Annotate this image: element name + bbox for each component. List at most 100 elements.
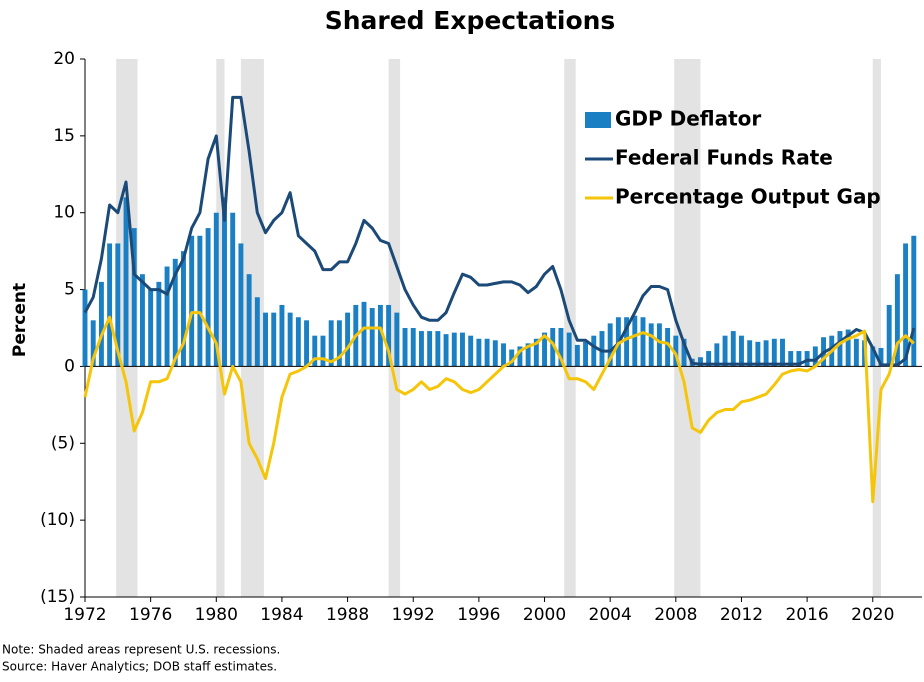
- bar: [131, 228, 137, 367]
- x-tick-label: 1984: [260, 605, 303, 625]
- x-tick-label: 2008: [654, 605, 697, 625]
- chart-title: Shared Expectations: [325, 6, 616, 35]
- bar: [361, 301, 367, 367]
- recession-band: [872, 59, 881, 597]
- bar: [739, 335, 744, 367]
- bar: [435, 331, 441, 367]
- bar: [648, 323, 654, 367]
- bar: [853, 338, 859, 367]
- bar: [460, 332, 465, 367]
- bar: [771, 338, 777, 367]
- bar: [90, 320, 96, 367]
- bar: [345, 312, 351, 367]
- bar: [386, 304, 392, 367]
- x-tick-label: 1996: [457, 605, 500, 625]
- bar: [878, 347, 884, 367]
- bar: [517, 346, 523, 367]
- bar: [837, 331, 843, 367]
- bar: [107, 243, 113, 367]
- bar: [197, 235, 203, 367]
- bar: [812, 346, 818, 367]
- bar: [911, 235, 917, 367]
- bar: [468, 335, 474, 367]
- y-tick-label: 15: [53, 126, 75, 146]
- bar: [624, 317, 630, 367]
- bar: [222, 197, 227, 367]
- bar: [673, 335, 679, 367]
- bar: [509, 349, 515, 367]
- bar: [139, 274, 145, 367]
- bar: [82, 289, 88, 367]
- bar: [533, 338, 539, 367]
- note: Source: Haver Analytics; DOB staff estim…: [2, 660, 277, 674]
- bar: [722, 335, 728, 367]
- y-tick-label: 10: [53, 203, 75, 223]
- x-tick-label: 1992: [392, 605, 435, 625]
- bar: [287, 312, 293, 367]
- bar: [574, 344, 580, 367]
- bar: [583, 341, 589, 367]
- bar: [312, 335, 318, 367]
- bar: [796, 351, 802, 367]
- bar: [714, 343, 720, 367]
- bar: [336, 320, 342, 367]
- bar: [418, 331, 424, 367]
- x-tick-label: 2016: [785, 605, 828, 625]
- x-tick-label: 2000: [523, 605, 566, 625]
- bar: [607, 323, 613, 367]
- legend-label: Percentage Output Gap: [615, 185, 881, 209]
- bar: [410, 328, 416, 367]
- bar: [263, 312, 268, 367]
- bar: [780, 338, 785, 367]
- bar: [148, 289, 154, 367]
- bar: [558, 328, 564, 367]
- x-tick-label: 1980: [195, 605, 238, 625]
- x-tick-label: 1976: [129, 605, 172, 625]
- bar: [172, 258, 178, 367]
- y-tick-label: (10): [40, 510, 75, 530]
- bar: [115, 243, 121, 367]
- y-tick-label: (15): [40, 587, 75, 607]
- bar: [845, 329, 851, 367]
- bar: [295, 317, 301, 367]
- bar: [763, 340, 769, 367]
- bar: [632, 315, 638, 367]
- bar: [566, 332, 572, 367]
- y-tick-label: (5): [51, 433, 75, 453]
- bar: [230, 212, 236, 367]
- bar: [205, 228, 211, 367]
- x-tick-label: 1988: [326, 605, 369, 625]
- line-series: [83, 311, 915, 504]
- bar: [591, 335, 597, 367]
- bar: [747, 340, 753, 367]
- bar: [804, 351, 810, 367]
- bar: [394, 312, 400, 367]
- bar: [681, 338, 687, 367]
- legend-swatch: [585, 112, 611, 128]
- bar: [788, 351, 794, 367]
- bar: [213, 212, 219, 367]
- bar: [903, 243, 909, 367]
- bar: [123, 197, 129, 367]
- x-tick-label: 2012: [720, 605, 763, 625]
- bar: [706, 351, 712, 367]
- bar: [640, 317, 646, 367]
- bar: [870, 346, 876, 367]
- bar: [377, 304, 383, 367]
- bar: [755, 341, 761, 367]
- bar: [181, 251, 186, 367]
- bar: [254, 297, 260, 367]
- bar: [697, 357, 703, 367]
- bar: [886, 304, 892, 367]
- bar: [164, 266, 170, 367]
- bar: [656, 323, 662, 367]
- x-tick-label: 1972: [63, 605, 106, 625]
- bar: [271, 312, 277, 367]
- bar: [320, 335, 326, 367]
- legend-label: GDP Deflator: [615, 107, 761, 131]
- bar: [443, 334, 449, 367]
- y-tick-label: 5: [64, 280, 75, 300]
- bar: [501, 343, 506, 367]
- line-series: [83, 95, 916, 367]
